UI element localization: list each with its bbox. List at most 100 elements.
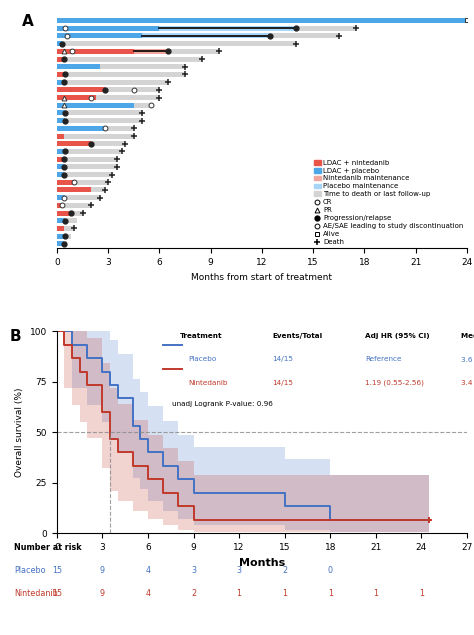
Text: 9: 9 [100,589,105,598]
Text: 2: 2 [282,566,287,575]
Bar [57,133,134,138]
Bar [57,41,296,46]
Bar [57,49,219,54]
Text: Number at risk: Number at risk [14,543,82,552]
Bar [57,164,117,170]
Bar [57,211,82,215]
X-axis label: Months from start of treatment: Months from start of treatment [191,273,332,282]
Text: 1: 1 [282,589,287,598]
Bar [134,49,168,54]
Bar [57,126,105,131]
Bar [57,164,64,170]
Text: 1: 1 [237,589,242,598]
Bar [57,57,64,62]
Bar [57,95,96,100]
Legend: LDAC + nintedanib, LDAC + placebo, Nintedanib maintenance, Placebo maintenance, : LDAC + nintedanib, LDAC + placebo, Ninte… [314,159,464,245]
Bar [57,149,65,154]
Text: Placebo: Placebo [188,356,216,363]
Text: 14/15: 14/15 [272,356,293,363]
Bar [57,226,74,231]
Bar [57,18,467,23]
Text: 1: 1 [419,589,424,598]
Bar [57,218,65,224]
Bar [57,72,65,77]
Bar [57,226,64,231]
Text: 14/15: 14/15 [272,380,293,385]
Text: 4: 4 [146,566,150,575]
Bar [57,172,111,177]
Text: unadj Logrank P-value: 0.96: unadj Logrank P-value: 0.96 [172,401,273,407]
Bar [57,211,71,215]
Bar [57,195,65,200]
Bar [57,79,168,84]
Bar [57,34,339,38]
Bar [57,241,67,246]
Bar [57,64,185,69]
Bar [57,110,65,116]
Text: 1.19 (0.55-2.56): 1.19 (0.55-2.56) [365,380,424,386]
Bar [57,157,117,162]
Text: Treatment: Treatment [180,333,222,339]
Bar [57,234,65,239]
Bar [57,25,159,30]
Bar [57,187,91,192]
Text: B: B [10,329,21,344]
Text: 3: 3 [191,566,196,575]
Text: 3: 3 [237,566,242,575]
Bar [57,72,185,77]
Text: 0: 0 [328,566,333,575]
Text: 4: 4 [146,589,150,598]
Text: 9: 9 [100,566,105,575]
Bar [57,141,91,146]
Text: 15: 15 [52,589,62,598]
Text: 3.6 months (2.1-NE): 3.6 months (2.1-NE) [461,356,474,363]
Text: 1: 1 [328,589,333,598]
Bar [57,110,142,116]
Bar [57,203,62,208]
Bar [57,218,77,224]
Text: 1: 1 [374,589,378,598]
Bar [57,149,122,154]
Bar [57,103,134,108]
Bar [57,25,356,30]
Bar [57,126,134,131]
Bar [159,25,296,30]
Bar [57,41,62,46]
Bar [57,103,151,108]
Bar [57,88,105,92]
Bar [57,172,64,177]
Text: 2: 2 [191,589,196,598]
X-axis label: Months: Months [239,558,285,568]
Text: Events/Total: Events/Total [272,333,322,339]
Bar [57,180,74,185]
Text: 15: 15 [52,566,62,575]
Text: Reference: Reference [365,356,401,363]
Bar [57,141,125,146]
Bar [142,34,271,38]
Text: Placebo: Placebo [14,566,46,575]
Bar [57,187,105,192]
Bar [57,195,100,200]
Bar [57,79,64,84]
Bar [57,57,202,62]
Bar [57,64,100,69]
Bar [57,157,64,162]
Bar [57,118,142,123]
Bar [57,180,108,185]
Text: Median OS (95%): Median OS (95%) [461,333,474,339]
Bar [57,118,65,123]
Bar [57,203,91,208]
Text: Nintedanib: Nintedanib [188,380,228,385]
Bar [57,133,64,138]
Y-axis label: Overall survival (%): Overall survival (%) [15,387,24,477]
Text: Adj HR (95% CI): Adj HR (95% CI) [365,333,430,339]
Text: Nintedanib: Nintedanib [14,589,58,598]
Bar [57,49,134,54]
Bar [57,95,159,100]
Text: 3.4 months (2.3-8.8): 3.4 months (2.3-8.8) [461,380,474,386]
Bar [57,88,159,92]
Bar [57,241,64,246]
Bar [57,34,142,38]
Bar [57,18,467,23]
Text: A: A [22,13,34,29]
